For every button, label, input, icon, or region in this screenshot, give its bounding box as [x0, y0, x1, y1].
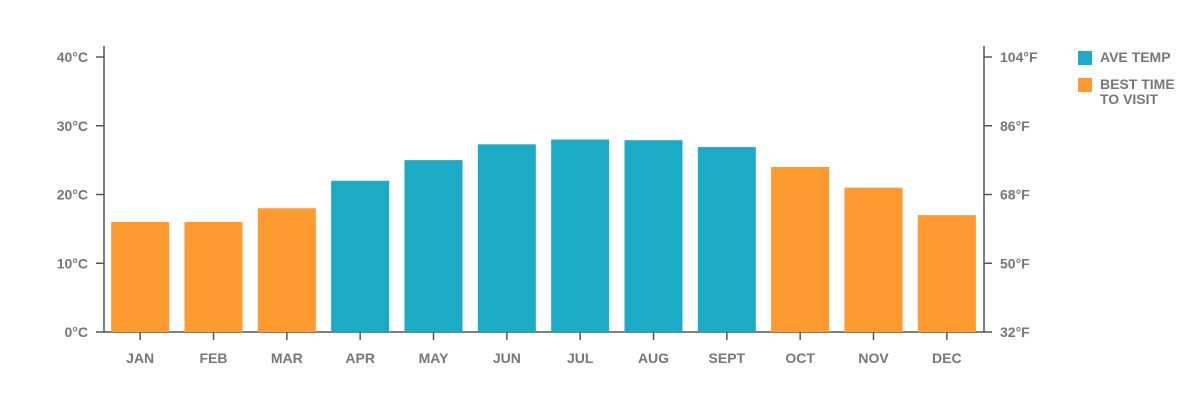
legend-swatch-best-time — [1078, 78, 1092, 92]
y-tick-label-right: 104°F — [1000, 49, 1038, 65]
x-tick-label: OCT — [785, 350, 815, 366]
labels: 0°C 32°F 10°C 50°F 20°C 68°F 30°C 86°F 40°C 104°F… — [57, 49, 1038, 366]
bar-mar — [257, 208, 316, 332]
y-tick-label-left: 20°C — [57, 187, 88, 203]
y-tick-label-right: 68°F — [1000, 187, 1030, 203]
y-tick-label-left: 0°C — [65, 324, 89, 340]
x-tick-label: FEB — [200, 350, 228, 366]
x-tick-label: AUG — [638, 350, 669, 366]
bar-jan — [111, 222, 170, 332]
legend-label-best-time: BEST TIME TO VISIT — [1100, 76, 1175, 107]
y-tick-label-right: 32°F — [1000, 324, 1030, 340]
y-tick-label-left: 10°C — [57, 255, 88, 271]
y-tick-label-left: 30°C — [57, 118, 88, 134]
bar-may — [404, 160, 463, 332]
bar-feb — [184, 222, 243, 332]
x-tick-label: APR — [345, 350, 375, 366]
bar-jun — [477, 144, 536, 332]
bar-nov — [844, 187, 903, 332]
x-tick-label: SEPT — [709, 350, 746, 366]
bar-aug — [624, 140, 683, 332]
legend: AVE TEMP BEST TIME TO VISIT — [1078, 50, 1193, 119]
bars — [111, 139, 976, 332]
legend-label-ave-temp: AVE TEMP — [1100, 49, 1171, 65]
axes — [96, 46, 992, 340]
y-tick-label-right: 86°F — [1000, 118, 1030, 134]
x-tick-label: JAN — [126, 350, 154, 366]
bar-jul — [551, 139, 610, 332]
legend-item-best-time: BEST TIME TO VISIT — [1078, 77, 1193, 107]
x-tick-label: MAR — [271, 350, 303, 366]
x-tick-label: MAY — [419, 350, 449, 366]
x-tick-label: JUL — [567, 350, 594, 366]
y-tick-label-left: 40°C — [57, 49, 88, 65]
bar-sept — [697, 147, 756, 332]
x-tick-label: NOV — [858, 350, 889, 366]
legend-item-ave-temp: AVE TEMP — [1078, 50, 1193, 65]
legend-swatch-ave-temp — [1078, 51, 1092, 65]
x-tick-label: JUN — [493, 350, 521, 366]
bar-apr — [331, 180, 390, 332]
y-tick-label-right: 50°F — [1000, 255, 1030, 271]
bar-dec — [917, 215, 976, 332]
bar-oct — [771, 167, 830, 332]
x-tick-label: DEC — [932, 350, 962, 366]
